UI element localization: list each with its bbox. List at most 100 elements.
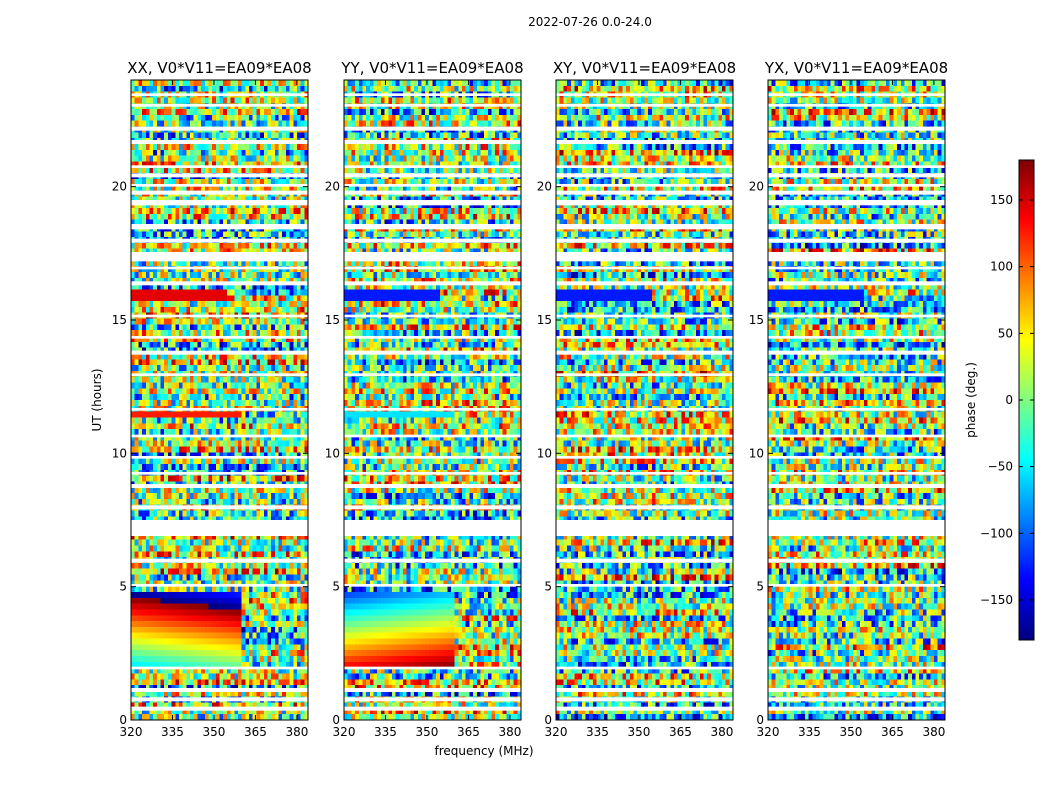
y-tick-label: 5 bbox=[756, 580, 764, 594]
flagged-band bbox=[768, 456, 945, 459]
flagged-band bbox=[768, 191, 945, 195]
flagged-band bbox=[131, 408, 308, 411]
flagged-band bbox=[556, 688, 733, 692]
y-tick-label: 20 bbox=[112, 180, 127, 194]
flagged-band bbox=[344, 408, 521, 411]
flagged-band bbox=[344, 239, 521, 243]
colorbar-tick-label: 150 bbox=[990, 193, 1013, 207]
flagged-band bbox=[344, 351, 521, 355]
flagged-band bbox=[131, 315, 308, 318]
flagged-band bbox=[768, 140, 945, 144]
flagged-band bbox=[556, 667, 733, 670]
flagged-band bbox=[131, 456, 308, 459]
flagged-band bbox=[556, 408, 733, 411]
flagged-band bbox=[556, 200, 733, 205]
y-tick-label: 10 bbox=[112, 446, 127, 460]
x-tick-label: 350 bbox=[203, 725, 226, 739]
flagged-band bbox=[344, 173, 521, 177]
flagged-band bbox=[344, 697, 521, 701]
flagged-band bbox=[556, 267, 733, 270]
flagged-band bbox=[131, 505, 308, 509]
flagged-band bbox=[768, 165, 945, 168]
flagged-band bbox=[131, 281, 308, 285]
x-tick-label: 365 bbox=[244, 725, 267, 739]
flagged-band bbox=[344, 200, 521, 205]
flagged-band bbox=[768, 559, 945, 563]
flagged-band bbox=[768, 336, 945, 339]
flagged-band bbox=[131, 140, 308, 144]
flagged-band bbox=[344, 184, 521, 187]
flagged-band bbox=[768, 224, 945, 229]
flagged-band bbox=[556, 104, 733, 107]
flagged-band bbox=[344, 165, 521, 168]
y-tick-label: 0 bbox=[332, 713, 340, 727]
flagged-band bbox=[768, 184, 945, 187]
colorbar-tick-label: 0 bbox=[1005, 393, 1013, 407]
flagged-band bbox=[768, 584, 945, 587]
y-tick-label: 10 bbox=[537, 446, 552, 460]
flagged-band bbox=[344, 520, 521, 536]
flagged-band bbox=[131, 267, 308, 270]
flagged-band bbox=[131, 104, 308, 107]
flagged-band bbox=[344, 127, 521, 131]
flagged-band bbox=[344, 104, 521, 107]
flagged-band bbox=[344, 191, 521, 195]
flagged-band bbox=[768, 472, 945, 475]
flagged-band bbox=[556, 165, 733, 168]
flagged-band bbox=[344, 456, 521, 459]
flagged-band bbox=[131, 200, 308, 205]
x-tick-label: 380 bbox=[498, 725, 521, 739]
flagged-band bbox=[344, 484, 521, 488]
flagged-band bbox=[131, 667, 308, 670]
flagged-band bbox=[131, 184, 308, 187]
x-tick-label: 320 bbox=[333, 725, 356, 739]
y-tick-label: 10 bbox=[749, 446, 764, 460]
flagged-band bbox=[344, 707, 521, 711]
flagged-band bbox=[768, 93, 945, 96]
flagged-band bbox=[344, 93, 521, 96]
flagged-band bbox=[768, 688, 945, 692]
x-tick-label: 365 bbox=[881, 725, 904, 739]
flagged-band bbox=[344, 267, 521, 270]
panel-title: XY, V0*V11=EA09*EA08 bbox=[553, 59, 736, 77]
flagged-band bbox=[768, 200, 945, 205]
flagged-band bbox=[556, 584, 733, 587]
y-tick-label: 20 bbox=[325, 180, 340, 194]
flagged-band bbox=[344, 252, 521, 261]
flagged-band bbox=[131, 239, 308, 243]
x-tick-label: 365 bbox=[669, 725, 692, 739]
flagged-band bbox=[131, 93, 308, 96]
x-axis-label: frequency (MHz) bbox=[434, 744, 533, 758]
flagged-band bbox=[768, 281, 945, 285]
y-tick-label: 20 bbox=[749, 180, 764, 194]
flagged-band bbox=[768, 173, 945, 177]
flagged-band bbox=[344, 315, 521, 318]
flagged-band bbox=[768, 520, 945, 536]
colorbar-tick-label: −50 bbox=[988, 460, 1013, 474]
y-tick-label: 0 bbox=[544, 713, 552, 727]
x-tick-label: 380 bbox=[285, 725, 308, 739]
colorbar-tick-label: 50 bbox=[998, 326, 1013, 340]
flagged-band bbox=[556, 472, 733, 475]
flagged-band bbox=[131, 520, 308, 536]
flagged-band bbox=[556, 505, 733, 509]
panel-title: XX, V0*V11=EA09*EA08 bbox=[127, 59, 311, 77]
panels: XX, V0*V11=EA09*EA08 320 335 350 365 380 0 5 10 1… bbox=[112, 59, 948, 739]
flagged-band bbox=[768, 267, 945, 270]
colorbar-label: phase (deg.) bbox=[964, 362, 978, 438]
flagged-band bbox=[556, 281, 733, 285]
x-tick-label: 335 bbox=[798, 725, 821, 739]
flagged-band bbox=[768, 707, 945, 711]
colorbar-tick-label: −100 bbox=[980, 526, 1013, 540]
x-tick-label: 350 bbox=[840, 725, 863, 739]
y-tick-label: 15 bbox=[112, 313, 127, 327]
flagged-band bbox=[556, 707, 733, 711]
flagged-band bbox=[556, 351, 733, 355]
flagged-band bbox=[131, 224, 308, 229]
flagged-band bbox=[768, 505, 945, 509]
